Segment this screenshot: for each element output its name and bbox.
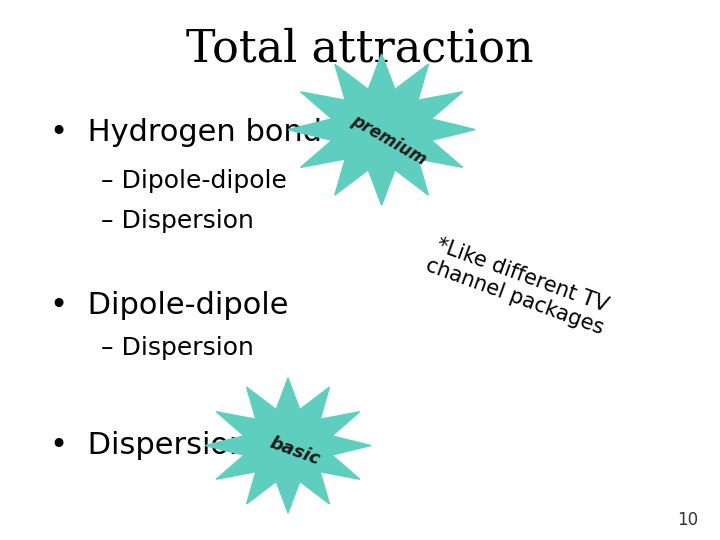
Text: – Dispersion: – Dispersion	[101, 210, 253, 233]
Text: *Like different TV
channel packages: *Like different TV channel packages	[423, 234, 614, 339]
Text: Total attraction: Total attraction	[186, 27, 534, 70]
Text: – Dipole-dipole: – Dipole-dipole	[101, 169, 287, 193]
Text: – Dispersion: – Dispersion	[101, 336, 253, 360]
Polygon shape	[205, 378, 371, 513]
Polygon shape	[288, 54, 475, 205]
Text: basic: basic	[267, 434, 323, 468]
Text: •  Dipole-dipole: • Dipole-dipole	[50, 291, 289, 320]
Text: •  Hydrogen bond: • Hydrogen bond	[50, 118, 323, 147]
Text: 10: 10	[678, 511, 698, 529]
Text: •  Dispersion: • Dispersion	[50, 431, 249, 460]
Text: premium: premium	[348, 112, 430, 169]
